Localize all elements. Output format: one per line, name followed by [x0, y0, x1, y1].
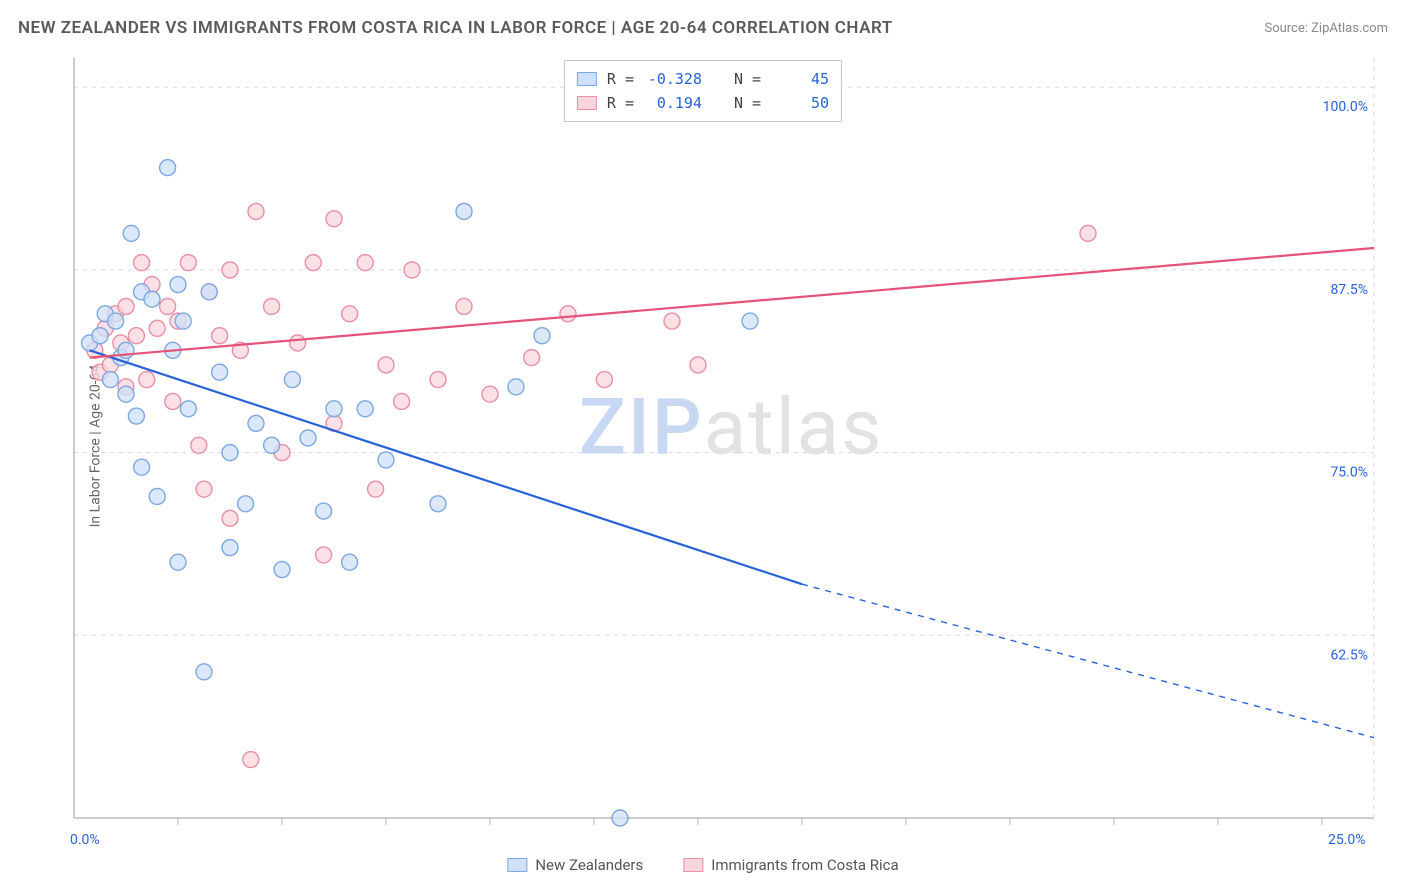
n-value-a: 45	[771, 67, 829, 91]
n-label: N =	[734, 91, 761, 115]
title-bar: NEW ZEALANDER VS IMMIGRANTS FROM COSTA R…	[18, 18, 1388, 38]
series-b-name: Immigrants from Costa Rica	[711, 856, 898, 874]
r-label: R =	[607, 67, 634, 91]
x-tick-left: 0.0%	[70, 832, 100, 848]
correlation-row-b: R = 0.194 N = 50	[577, 91, 829, 115]
n-value-b: 50	[771, 91, 829, 115]
chart-title: NEW ZEALANDER VS IMMIGRANTS FROM COSTA R…	[18, 18, 893, 38]
x-tick-right: 25.0%	[1328, 832, 1366, 848]
correlation-legend: R = -0.328 N = 45 R = 0.194 N = 50	[564, 60, 842, 122]
source-label: Source: ZipAtlas.com	[1264, 21, 1388, 36]
r-value-b: 0.194	[644, 91, 702, 115]
n-label: N =	[734, 67, 761, 91]
series-a-name: New Zealanders	[535, 856, 643, 874]
chart-plot-area: 62.5% 75.0% 87.5% 100.0%	[54, 58, 1384, 838]
chart-svg: 62.5% 75.0% 87.5% 100.0%	[54, 58, 1384, 838]
svg-text:75.0%: 75.0%	[1330, 465, 1368, 481]
correlation-row-a: R = -0.328 N = 45	[577, 67, 829, 91]
svg-text:100.0%: 100.0%	[1323, 99, 1368, 115]
swatch-b-icon	[577, 96, 597, 110]
svg-text:62.5%: 62.5%	[1330, 647, 1368, 663]
swatch-a-icon	[507, 858, 527, 872]
legend-item-a: New Zealanders	[507, 856, 643, 874]
r-label: R =	[607, 91, 634, 115]
series-legend: New Zealanders Immigrants from Costa Ric…	[507, 856, 898, 874]
r-value-a: -0.328	[644, 67, 702, 91]
svg-text:87.5%: 87.5%	[1330, 282, 1368, 298]
swatch-b-icon	[683, 858, 703, 872]
swatch-a-icon	[577, 72, 597, 86]
legend-item-b: Immigrants from Costa Rica	[683, 856, 898, 874]
